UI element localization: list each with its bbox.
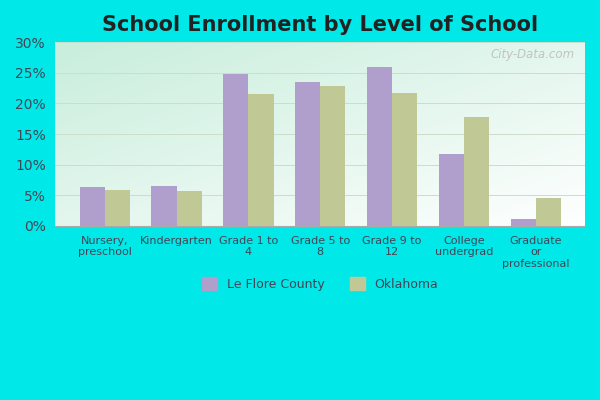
Bar [536, 198, 561, 226]
Bar [151, 186, 176, 226]
Bar [320, 86, 346, 226]
Text: City-Data.com: City-Data.com [490, 48, 574, 61]
Bar [248, 94, 274, 226]
Bar [367, 67, 392, 226]
Bar [80, 187, 104, 226]
Title: School Enrollment by Level of School: School Enrollment by Level of School [102, 15, 538, 35]
Bar [223, 74, 248, 226]
Bar [295, 82, 320, 226]
Bar [511, 218, 536, 226]
Bar [176, 191, 202, 226]
Legend: Le Flore County, Oklahoma: Le Flore County, Oklahoma [196, 271, 445, 297]
Bar [439, 154, 464, 226]
Bar [464, 117, 489, 226]
Bar [392, 93, 417, 226]
Bar [104, 190, 130, 226]
